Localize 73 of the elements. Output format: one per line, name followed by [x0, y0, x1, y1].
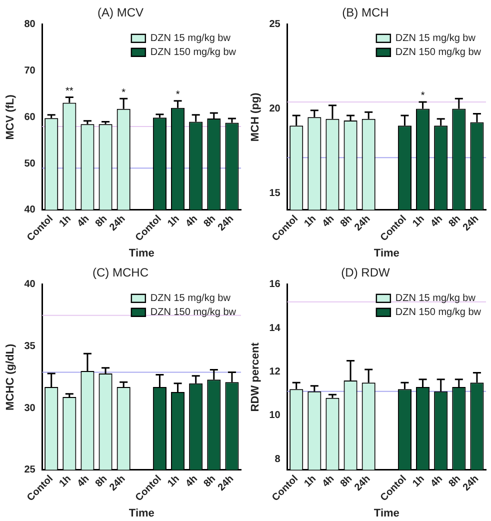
y-tick-label: 25: [24, 464, 36, 476]
legend-label: DZN 15 mg/kg bw: [395, 293, 476, 304]
y-tick-label: 70: [24, 66, 36, 77]
x-tick-label: 24h: [461, 213, 482, 234]
x-tick-label: 1h: [410, 213, 427, 230]
y-tick-label: 40: [24, 204, 36, 216]
x-tick-label: 24h: [461, 473, 482, 494]
y-tick-label: 10: [269, 410, 281, 422]
x-tick-label: 8h: [446, 473, 463, 490]
y-tick-label: 20: [269, 103, 281, 114]
x-tick-label: 4h: [428, 473, 445, 490]
x-tick-label: 4h: [76, 213, 92, 230]
y-tick-label: 80: [24, 19, 36, 30]
y-axis-title: MCHC (g/dL): [4, 344, 17, 410]
legend-label: DZN 150 mg/kg bw: [395, 47, 482, 58]
x-tick-label: 8h: [446, 213, 463, 230]
y-tick-label: 60: [24, 112, 36, 123]
y-tick-label: 8: [274, 454, 281, 465]
legend-label: DZN 15 mg/kg bw: [395, 33, 476, 44]
data-label: *: [122, 87, 126, 98]
x-tick-label: 1h: [302, 473, 318, 490]
x-tick-label: 4h: [320, 213, 337, 230]
x-tick-label: 24h: [216, 213, 236, 234]
data-label: *: [420, 90, 425, 102]
legend-label: DZN 150 mg/kg bw: [150, 307, 237, 318]
x-tick-label: 1h: [57, 213, 74, 230]
x-axis-title: Time: [374, 247, 400, 260]
legend-label: DZN 15 mg/kg bw: [150, 293, 232, 304]
x-tick-label: 8h: [202, 213, 218, 230]
legend-label: DZN 150 mg/kg bw: [395, 307, 482, 318]
x-tick-label: 8h: [202, 473, 218, 490]
y-tick-label: 30: [24, 402, 36, 414]
y-tick-label: 25: [269, 19, 281, 30]
x-tick-label: 1h: [57, 473, 74, 490]
data-label: **: [66, 86, 74, 97]
x-tick-label: 1h: [166, 473, 182, 490]
y-tick-label: 40: [24, 279, 36, 290]
data-label: *: [176, 90, 180, 101]
x-tick-label: 24h: [216, 473, 236, 494]
x-tick-label: 1h: [410, 473, 427, 490]
x-tick-label: 24h: [108, 473, 128, 494]
x-tick-label: 4h: [184, 213, 200, 230]
x-tick-label: 4h: [320, 473, 337, 490]
x-tick-label: 8h: [338, 473, 355, 490]
x-tick-label: 4h: [184, 473, 200, 490]
x-tick-label: 8h: [94, 473, 110, 490]
y-axis-title: MCV (fL): [4, 94, 17, 140]
x-tick-label: 1h: [166, 213, 182, 230]
y-tick-label: 16: [269, 279, 281, 290]
chart-title: (A) MCV: [98, 6, 144, 20]
x-tick-label: 4h: [76, 473, 92, 490]
y-tick-label: 50: [24, 158, 36, 170]
legend-label: DZN 15 mg/kg bw: [150, 33, 232, 44]
y-axis-title: RDW percent: [250, 342, 262, 412]
legend-label: DZN 150 mg/kg bw: [150, 47, 237, 58]
y-tick-label: 12: [269, 366, 281, 378]
x-axis-title: Time: [374, 507, 400, 520]
x-tick-label: 24h: [352, 473, 373, 494]
x-axis-title: Time: [128, 247, 154, 260]
chart-title: (D) RDW: [341, 266, 390, 280]
x-tick-label: 24h: [352, 213, 373, 234]
x-tick-label: 8h: [94, 213, 110, 230]
x-tick-label: 1h: [302, 213, 318, 230]
y-axis-title: MCH (pg): [250, 92, 262, 142]
chart-title: (C) MCHC: [92, 266, 149, 280]
y-tick-label: 14: [269, 322, 281, 334]
x-axis-title: Time: [128, 507, 154, 520]
chart-title: (B) MCH: [342, 6, 389, 20]
x-tick-label: 4h: [428, 213, 445, 230]
y-tick-label: 35: [24, 340, 36, 352]
x-tick-label: 8h: [338, 213, 355, 230]
x-tick-label: 24h: [108, 213, 128, 234]
y-tick-label: 15: [269, 188, 281, 199]
